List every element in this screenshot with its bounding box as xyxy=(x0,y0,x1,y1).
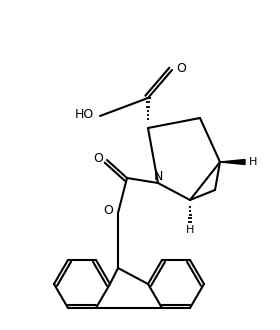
Text: O: O xyxy=(176,61,186,75)
Text: N: N xyxy=(153,171,163,183)
Text: O: O xyxy=(93,151,103,164)
Text: H: H xyxy=(249,157,257,167)
Text: O: O xyxy=(103,205,113,217)
Polygon shape xyxy=(220,159,245,164)
Text: HO: HO xyxy=(74,108,94,120)
Text: H: H xyxy=(186,225,194,235)
